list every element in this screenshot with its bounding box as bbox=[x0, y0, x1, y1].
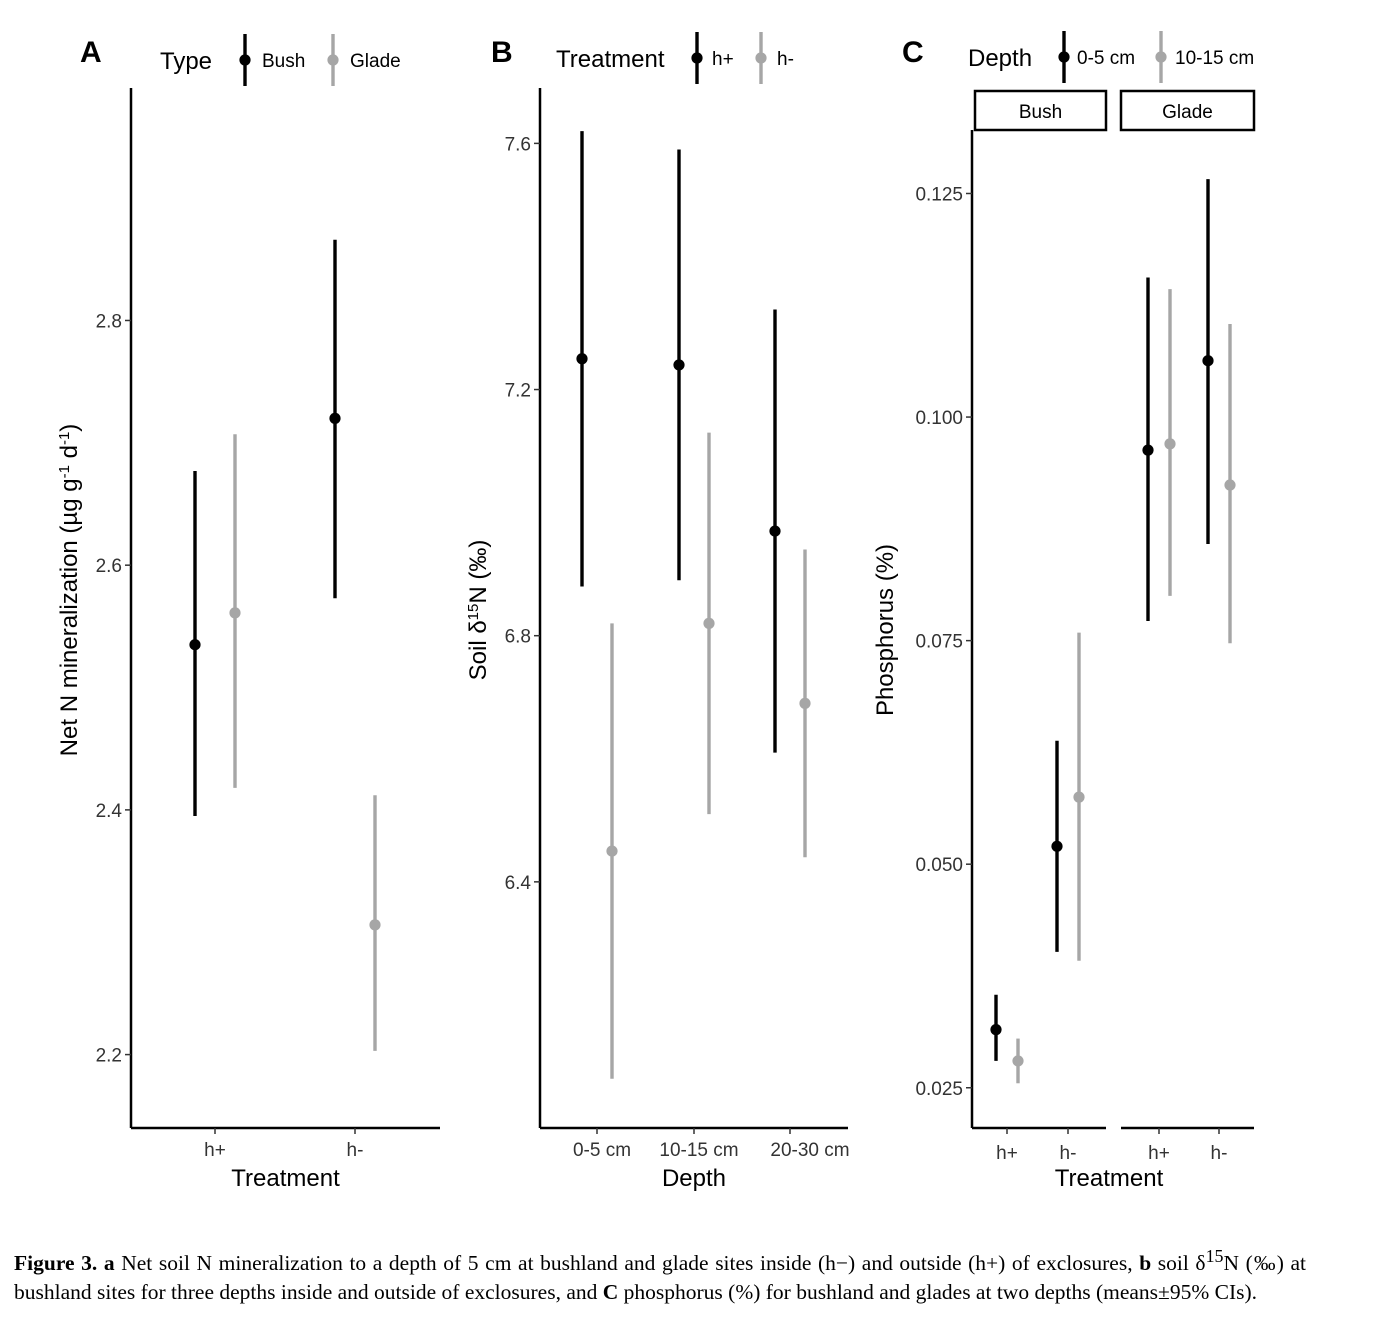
x-tick-label: h+ bbox=[204, 1140, 226, 1161]
legend-item-label: 10-15 cm bbox=[1175, 48, 1254, 69]
y-tick-label: 0.100 bbox=[915, 408, 963, 429]
panel-a-bush-point bbox=[329, 412, 341, 424]
x-tick-label: 0-5 cm bbox=[573, 1140, 631, 1161]
x-tick-label: 20-30 cm bbox=[770, 1140, 849, 1161]
legend-title: Treatment bbox=[556, 46, 665, 73]
legend-item-label: Bush bbox=[262, 51, 305, 72]
panel-c-glade-depth-0-5-point bbox=[1202, 355, 1214, 367]
panel-b-legend: Treatment h+ h- bbox=[556, 32, 794, 84]
y-tick-label: 7.6 bbox=[505, 134, 531, 155]
caption-part-b-superscript: 15 bbox=[1205, 1245, 1224, 1266]
y-tick-label: 2.4 bbox=[96, 801, 123, 822]
y-tick-label: 0.075 bbox=[915, 632, 963, 653]
panel-b-hplus-point bbox=[576, 353, 588, 365]
panel-c-bush-depth-0-5-point bbox=[990, 1024, 1002, 1036]
y-tick-label: 6.4 bbox=[505, 873, 532, 894]
facet-strip-bush bbox=[973, 89, 1108, 132]
panel-b-y-axis-title: Soil δ15N (‰) bbox=[465, 540, 493, 681]
panel-a-bush-point bbox=[189, 639, 201, 651]
panel-b-hminus-point bbox=[703, 617, 715, 629]
y-tick-label: 2.8 bbox=[96, 311, 122, 332]
y-tick-label: 6.8 bbox=[505, 627, 531, 648]
y-tick-label: 0.125 bbox=[915, 184, 963, 205]
x-tick-label: h- bbox=[1060, 1143, 1077, 1164]
panel-a-legend: Type Bush Glade bbox=[160, 34, 401, 86]
caption-part-c-marker: C bbox=[602, 1279, 619, 1304]
panel-b-letter: B bbox=[491, 36, 513, 69]
panel-a-glade-point bbox=[229, 607, 241, 619]
panel-b-hplus-point bbox=[673, 359, 685, 371]
legend-key-point bbox=[1155, 51, 1167, 63]
legend-title: Type bbox=[160, 48, 212, 75]
panel-b-hplus-point bbox=[769, 525, 781, 537]
x-tick-label: h- bbox=[1211, 1143, 1228, 1164]
caption-part-b-marker: b bbox=[1139, 1250, 1152, 1275]
caption-part-a-marker: a bbox=[103, 1250, 115, 1275]
panel-c-legend: Depth 0-5 cm 10-15 cm bbox=[968, 31, 1254, 83]
legend-item-label: 0-5 cm bbox=[1077, 48, 1135, 69]
legend-item-label: h+ bbox=[712, 49, 734, 70]
caption-part-a-text: Net soil N mineralization to a depth of … bbox=[121, 1250, 1133, 1275]
caption-figure-label: Figure 3. bbox=[14, 1250, 98, 1275]
y-tick-label: 0.050 bbox=[915, 855, 963, 876]
panel-c-glade-data bbox=[1142, 179, 1236, 644]
y-tick-label: 0.025 bbox=[915, 1079, 963, 1100]
x-tick-label: h- bbox=[347, 1140, 364, 1161]
legend-key-point bbox=[755, 52, 767, 64]
panel-c-x-axis-title: Treatment bbox=[1055, 1165, 1164, 1192]
panel-c-glade-depth-0-5-point bbox=[1142, 444, 1154, 456]
x-tick-label: 10-15 cm bbox=[659, 1140, 738, 1161]
y-tick-label: 7.2 bbox=[505, 381, 531, 402]
panel-b-hminus-point bbox=[606, 845, 618, 857]
legend-key-point bbox=[239, 54, 251, 66]
panel-c-bush-data bbox=[990, 632, 1085, 1084]
figure-caption: Figure 3. a Net soil N mineralization to… bbox=[14, 1242, 1306, 1307]
facet-strip-label-glade: Glade bbox=[1162, 102, 1213, 123]
panel-c-glade-depth-10-15-point bbox=[1164, 438, 1176, 450]
panel-c-glade-depth-10-15-point bbox=[1224, 479, 1236, 491]
facet-strip-glade bbox=[1119, 89, 1256, 132]
panel-a-letter: A bbox=[80, 36, 102, 69]
panel-b-x-axis-title: Depth bbox=[662, 1165, 726, 1192]
panel-a-y-axis: 2.2 2.4 2.6 2.8 bbox=[96, 88, 133, 1128]
x-tick-label: h+ bbox=[996, 1143, 1018, 1164]
facet-strip-label-bush: Bush bbox=[1019, 102, 1062, 123]
panel-c-bush-depth-10-15-point bbox=[1012, 1055, 1024, 1067]
caption-part-b-text-after: N (‰) at bushland sites for three depths… bbox=[14, 1250, 1307, 1304]
x-tick-label: h+ bbox=[1148, 1143, 1170, 1164]
legend-key-point bbox=[691, 52, 703, 64]
caption-part-b-text-before: soil δ bbox=[1157, 1250, 1206, 1275]
panel-c-bush-depth-0-5-point bbox=[1051, 840, 1063, 852]
caption-part-c-text: phosphorus (%) for bushland and glades a… bbox=[623, 1279, 1258, 1304]
panel-c-bush-depth-10-15-point bbox=[1073, 791, 1085, 803]
panel-a-y-axis-title: Net N mineralization (µg g-1 d-1) bbox=[56, 424, 84, 757]
y-tick-label: 2.2 bbox=[96, 1046, 122, 1067]
y-tick-label: 2.6 bbox=[96, 556, 122, 577]
panel-a-glade-point bbox=[369, 919, 381, 931]
panel-c-y-axis: 0.025 0.050 0.075 0.100 0.125 bbox=[915, 130, 974, 1128]
panel-b-hminus-point bbox=[799, 697, 811, 709]
legend-item-label: Glade bbox=[350, 51, 401, 72]
panel-a-data bbox=[189, 239, 381, 1051]
panel-c-letter: C bbox=[902, 36, 924, 69]
legend-item-label: h- bbox=[777, 49, 794, 70]
legend-key-point bbox=[327, 54, 339, 66]
panel-b-data bbox=[576, 131, 811, 1079]
panel-c-y-axis-title: Phosphorus (%) bbox=[872, 544, 899, 716]
legend-title: Depth bbox=[968, 45, 1032, 72]
panel-b-y-axis: 6.4 6.8 7.2 7.6 bbox=[505, 88, 542, 1128]
panel-a-x-axis-title: Treatment bbox=[231, 1165, 340, 1192]
legend-key-point bbox=[1058, 51, 1070, 63]
